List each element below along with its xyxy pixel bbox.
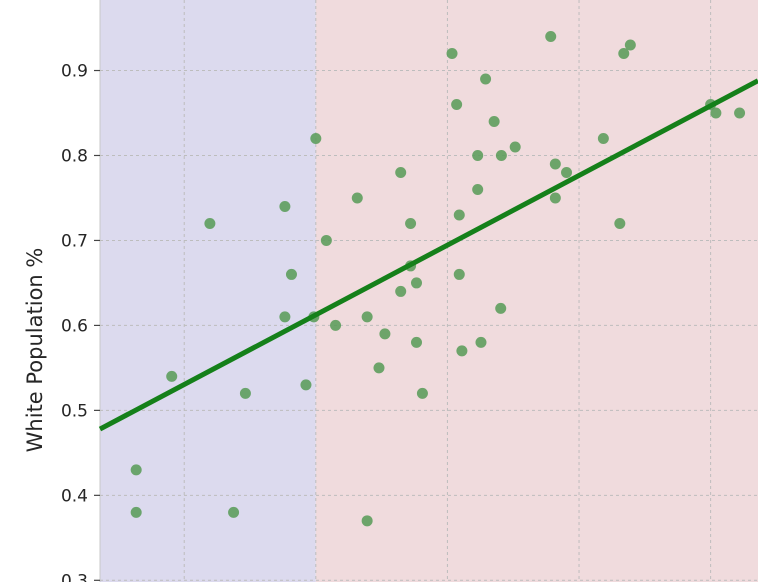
data-point-44 [614, 217, 626, 229]
data-point-37 [495, 149, 507, 161]
data-point-26 [446, 48, 458, 60]
data-point-0 [130, 464, 142, 476]
background-region-0 [100, 0, 316, 582]
data-point-25 [416, 387, 428, 399]
data-points [130, 31, 746, 527]
gridlines [100, 0, 758, 582]
data-point-31 [472, 183, 484, 195]
background-region-1 [315, 0, 758, 582]
data-point-5 [239, 387, 251, 399]
data-point-33 [475, 336, 487, 348]
data-point-3 [204, 217, 216, 229]
y-tick-label-4: 0.7 [61, 231, 88, 251]
y-tick-label-3: 0.6 [61, 316, 88, 336]
data-point-42 [561, 166, 573, 178]
data-point-28 [453, 209, 465, 221]
data-point-32 [472, 149, 484, 161]
data-point-9 [300, 379, 312, 391]
data-point-12 [320, 234, 332, 246]
data-point-23 [410, 277, 422, 289]
data-point-17 [373, 362, 385, 374]
data-point-38 [509, 141, 521, 153]
y-tick-label-6: 0.9 [61, 62, 88, 82]
data-point-46 [624, 39, 636, 51]
trend-line [98, 78, 758, 432]
y-tick-label-0: 0.3 [61, 571, 88, 582]
data-point-2 [166, 370, 178, 382]
y-tick-label-1: 0.4 [61, 486, 88, 506]
data-point-1 [130, 506, 142, 518]
y-axis-label: White Population % [23, 248, 47, 453]
data-point-35 [488, 115, 500, 127]
y-tick-label-2: 0.5 [61, 401, 88, 421]
data-point-19 [395, 285, 407, 297]
data-point-34 [480, 73, 492, 85]
data-point-49 [734, 107, 746, 119]
data-point-20 [395, 166, 407, 178]
data-point-45 [618, 48, 630, 60]
data-point-11 [310, 132, 322, 144]
data-point-27 [451, 99, 463, 111]
data-point-14 [351, 192, 363, 204]
data-point-30 [456, 345, 468, 357]
data-point-36 [495, 302, 507, 314]
y-tick-label-5: 0.8 [61, 146, 88, 166]
data-point-18 [379, 328, 391, 340]
background-regions [100, 0, 758, 582]
trendline-layer [98, 78, 758, 432]
data-point-29 [453, 268, 465, 280]
data-point-7 [279, 200, 291, 212]
data-point-6 [279, 311, 291, 323]
data-point-15 [361, 311, 373, 323]
y-axis-ticks: 0.3 0.4 0.5 0.6 0.7 0.8 0.9 [61, 62, 100, 582]
data-point-43 [597, 132, 609, 144]
data-point-24 [410, 336, 422, 348]
data-point-8 [285, 268, 297, 280]
data-point-4 [228, 506, 240, 518]
data-point-39 [545, 31, 557, 43]
data-point-21 [405, 217, 417, 229]
data-point-41 [549, 192, 561, 204]
data-point-48 [710, 107, 722, 119]
data-point-40 [549, 158, 561, 170]
data-point-13 [330, 319, 342, 331]
data-point-16 [361, 515, 373, 527]
